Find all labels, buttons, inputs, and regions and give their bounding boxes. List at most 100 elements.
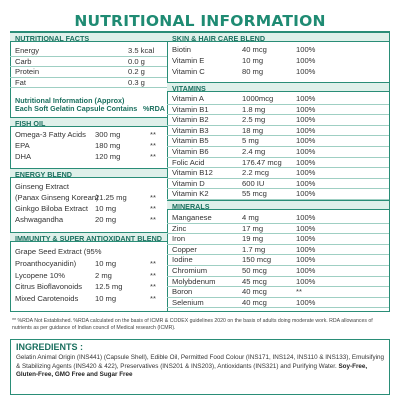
mineral-row-rda: 100%	[296, 213, 316, 222]
facts-header-band	[10, 32, 167, 42]
vitamin-divider	[167, 188, 389, 190]
skin-row-name: Vitamin E	[172, 55, 205, 65]
energy-row-name: Ginkgo Biloba Extract	[15, 203, 89, 213]
immunity-row-name: Lycopene 10%	[15, 270, 65, 280]
mineral-row-rda: 100%	[296, 223, 316, 233]
vitamin-row-value: 176.47 mcg	[242, 157, 282, 167]
vitamin-divider	[167, 103, 389, 105]
mineral-divider	[167, 233, 389, 235]
mineral-row-rda: 100%	[296, 255, 316, 265]
vitamin-row-value: 2.4 mg	[242, 147, 266, 156]
vitamin-row-value: 2.2 mcg	[242, 168, 270, 178]
mineral-row-value: 45 mcg	[242, 276, 267, 286]
immunity-row-rda: **	[150, 270, 156, 280]
mineral-row-value: 40 mcg	[242, 297, 267, 307]
fish-oil-row-value: 180 mg	[95, 140, 121, 150]
vitamin-divider	[167, 124, 389, 126]
vitamin-divider	[167, 135, 389, 137]
ingredients-box	[10, 339, 390, 395]
immunity-row-name: Citrus Bioflavonoids	[15, 282, 83, 291]
vitamin-row-name: Vitamin K2	[172, 189, 209, 199]
mineral-row-rda: 100%	[296, 234, 316, 244]
energy-row-name: Ashwagandha	[15, 214, 64, 224]
vitamin-row-value: 1.8 mg	[242, 104, 266, 114]
vitamin-row-name: Folic Acid	[172, 157, 205, 167]
vitamin-row-value: 600 IU	[242, 178, 265, 188]
energy-row-rda: **	[150, 214, 156, 224]
immunity-band	[10, 232, 167, 242]
vitamin-row-name: Vitamin B6	[172, 147, 209, 156]
energy-row-value: 10 mg	[95, 203, 117, 213]
fish-oil-row-name: Omega-3 Fatty Acids	[15, 130, 86, 139]
vitamin-row-rda: 100%	[296, 178, 316, 188]
skin-band	[167, 32, 389, 42]
minerals-band	[167, 200, 389, 210]
skin-row-name: Vitamin C	[172, 66, 205, 76]
mineral-divider	[167, 296, 389, 298]
mineral-divider	[167, 243, 389, 245]
vitamin-divider	[167, 145, 389, 147]
mineral-divider	[167, 222, 389, 224]
frame-middle	[167, 31, 168, 311]
mineral-row-name: Copper	[172, 244, 197, 254]
energy-row-name: (Panax Ginseng Korean)	[15, 193, 99, 202]
facts-header: NUTRITIONAL FACTS	[15, 33, 90, 43]
fact-name: Energy	[15, 46, 40, 55]
vitamin-row-name: Vitamin A	[172, 94, 204, 103]
fact-divider	[10, 66, 167, 67]
energy-row-value: 20 mg	[95, 214, 117, 224]
frame-right	[389, 31, 390, 311]
ingredients-title: INGREDIENTS :	[16, 342, 84, 352]
minerals-header: MINERALS	[172, 201, 210, 211]
vitamin-row-name: Vitamin B2	[172, 115, 209, 125]
skin-row-name: Biotin	[172, 45, 191, 54]
immunity-row-name: Proanthocyanidin)	[15, 259, 77, 268]
fish-oil-row-name: DHA	[15, 151, 32, 161]
vitamin-divider	[167, 114, 389, 116]
fish-oil-row-rda: **	[150, 130, 156, 139]
fact-name: Protein	[15, 67, 40, 76]
vitamin-row-rda: 100%	[296, 136, 316, 146]
mineral-row-rda: **	[296, 287, 302, 297]
vitamin-row-rda: 100%	[296, 147, 316, 156]
immunity-row-rda: **	[150, 259, 156, 268]
vitamin-row-name: Vitamin D	[172, 178, 205, 188]
vitamin-row-value: 18 mg	[242, 125, 264, 135]
immunity-row-value: 10 mg	[95, 293, 117, 303]
vitamin-row-name: Vitamin B5	[172, 136, 209, 146]
skin-row-value: 10 mg	[242, 55, 264, 65]
vitamin-row-value: 5 mg	[242, 136, 259, 146]
rda-label: %RDA	[143, 104, 165, 113]
immunity-header: IMMUNITY & SUPER ANTIOXIDANT BLEND	[15, 233, 162, 243]
immunity-row-value: 12.5 mg	[95, 282, 123, 291]
vitamin-row-rda: 100%	[296, 168, 316, 178]
mineral-row-value: 17 mg	[242, 223, 264, 233]
vitamin-row-rda: 100%	[296, 104, 316, 114]
mineral-row-name: Boron	[172, 287, 193, 297]
frame-bottom	[10, 311, 390, 312]
mineral-row-rda: 100%	[296, 266, 316, 275]
mineral-divider	[167, 264, 389, 266]
rda-footnote: ** %RDA Not Established. %RDA calculated…	[12, 318, 373, 331]
fact-divider	[10, 55, 167, 57]
energy-row-rda: **	[150, 193, 156, 202]
fact-value: 0.0 g	[128, 56, 145, 66]
mineral-divider	[167, 275, 389, 277]
fact-name: Fat	[15, 77, 26, 87]
mineral-row-name: Molybdenum	[172, 276, 216, 286]
approx-line-2: Each Soft Gelatin Capsule Contains	[15, 104, 138, 113]
mineral-divider	[167, 254, 389, 256]
ingredients-list: Gelatin Animal Origin (INS441) (Capsule …	[16, 354, 385, 370]
vitamin-row-name: Vitamin B3	[172, 125, 209, 135]
mineral-row-name: Iron	[172, 234, 186, 244]
vitamin-row-rda: 100%	[296, 125, 316, 135]
vitamin-divider	[167, 156, 389, 158]
mineral-row-value: 40 mcg	[242, 287, 267, 297]
vitamin-row-name: Vitamin B12	[172, 168, 213, 178]
fish-oil-row-rda: **	[150, 140, 156, 150]
mineral-row-name: Zinc	[172, 223, 187, 233]
skin-row-value: 80 mg	[242, 66, 264, 76]
mineral-row-value: 150 mcg	[242, 255, 272, 265]
mineral-row-rda: 100%	[296, 297, 316, 307]
mineral-row-value: 4 mg	[242, 213, 259, 222]
